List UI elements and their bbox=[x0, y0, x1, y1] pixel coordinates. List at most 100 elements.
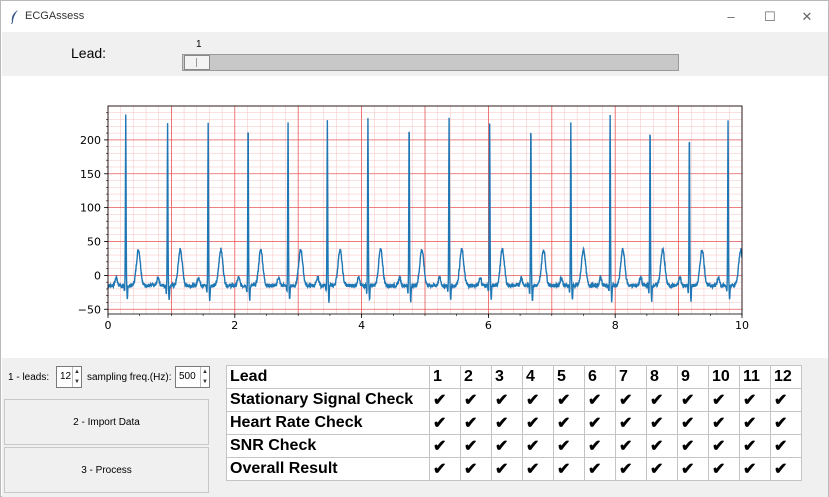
header-lead-11: 11 bbox=[739, 365, 771, 389]
leads-value: 12 bbox=[60, 371, 72, 382]
check-mark-icon: ✔ bbox=[770, 411, 802, 435]
x-tick-label: 4 bbox=[358, 319, 365, 332]
y-tick-label: 150 bbox=[80, 168, 101, 181]
check-mark-icon: ✔ bbox=[522, 457, 554, 481]
header-lead-4: 4 bbox=[522, 365, 554, 389]
table-row: Overall Result ✔ ✔ ✔ ✔ ✔ ✔ ✔ ✔ ✔ ✔ ✔ ✔ bbox=[226, 457, 802, 481]
header-lead-1: 1 bbox=[429, 365, 461, 389]
x-tick-label: 10 bbox=[735, 319, 749, 332]
x-tick-label: 6 bbox=[485, 319, 492, 332]
check-mark-icon: ✔ bbox=[646, 411, 678, 435]
y-tick-label: 0 bbox=[94, 269, 101, 282]
check-mark-icon: ✔ bbox=[460, 434, 492, 458]
header-lead-5: 5 bbox=[553, 365, 585, 389]
check-mark-icon: ✔ bbox=[708, 457, 740, 481]
title-bar: ECGAssess – ☐ ✕ bbox=[1, 1, 828, 32]
check-mark-icon: ✔ bbox=[522, 434, 554, 458]
leads-spinbox[interactable]: 12 ▲ ▼ bbox=[56, 366, 82, 388]
close-button[interactable]: ✕ bbox=[801, 8, 813, 24]
check-mark-icon: ✔ bbox=[491, 434, 523, 458]
check-mark-icon: ✔ bbox=[739, 411, 771, 435]
check-mark-icon: ✔ bbox=[770, 434, 802, 458]
feather-icon bbox=[11, 10, 18, 24]
check-mark-icon: ✔ bbox=[522, 411, 554, 435]
check-mark-icon: ✔ bbox=[553, 388, 585, 412]
check-mark-icon: ✔ bbox=[429, 411, 461, 435]
check-mark-icon: ✔ bbox=[429, 388, 461, 412]
header-lead-6: 6 bbox=[584, 365, 616, 389]
check-mark-icon: ✔ bbox=[491, 411, 523, 435]
check-mark-icon: ✔ bbox=[677, 457, 709, 481]
x-tick-label: 8 bbox=[612, 319, 619, 332]
check-mark-icon: ✔ bbox=[460, 388, 492, 412]
check-mark-icon: ✔ bbox=[429, 434, 461, 458]
check-mark-icon: ✔ bbox=[584, 434, 616, 458]
check-mark-icon: ✔ bbox=[739, 434, 771, 458]
lead-slider-trough[interactable] bbox=[182, 54, 679, 71]
check-mark-icon: ✔ bbox=[491, 457, 523, 481]
check-mark-icon: ✔ bbox=[491, 388, 523, 412]
check-mark-icon: ✔ bbox=[739, 388, 771, 412]
header-lead-12: 12 bbox=[770, 365, 802, 389]
row-label: Overall Result bbox=[226, 457, 430, 481]
row-label: Stationary Signal Check bbox=[226, 388, 430, 412]
sampling-freq-spinbox[interactable]: 500 ▲ ▼ bbox=[175, 366, 210, 388]
check-mark-icon: ✔ bbox=[677, 434, 709, 458]
leads-label: 1 - leads: bbox=[8, 372, 50, 383]
table-row: Heart Rate Check ✔ ✔ ✔ ✔ ✔ ✔ ✔ ✔ ✔ ✔ ✔ ✔ bbox=[226, 411, 802, 435]
table-row: SNR Check ✔ ✔ ✔ ✔ ✔ ✔ ✔ ✔ ✔ ✔ ✔ ✔ bbox=[226, 434, 802, 458]
check-mark-icon: ✔ bbox=[584, 411, 616, 435]
check-mark-icon: ✔ bbox=[770, 457, 802, 481]
check-mark-icon: ✔ bbox=[584, 457, 616, 481]
y-tick-label: 200 bbox=[80, 134, 101, 147]
import-data-button[interactable]: 2 - Import Data bbox=[4, 399, 209, 445]
check-mark-icon: ✔ bbox=[646, 434, 678, 458]
header-lead-7: 7 bbox=[615, 365, 647, 389]
x-tick-label: 2 bbox=[231, 319, 238, 332]
check-mark-icon: ✔ bbox=[708, 411, 740, 435]
x-tick-label: 0 bbox=[105, 319, 112, 332]
ecg-signal-line bbox=[107, 114, 743, 303]
check-mark-icon: ✔ bbox=[615, 457, 647, 481]
results-table: Lead 1 2 3 4 5 6 7 8 9 10 11 12 Stationary Signal Che… bbox=[226, 365, 802, 481]
check-mark-icon: ✔ bbox=[708, 388, 740, 412]
check-mark-icon: ✔ bbox=[615, 411, 647, 435]
y-tick-label: 100 bbox=[80, 202, 101, 215]
check-mark-icon: ✔ bbox=[677, 411, 709, 435]
header-lead-8: 8 bbox=[646, 365, 678, 389]
check-mark-icon: ✔ bbox=[615, 434, 647, 458]
ecg-chart: 0 2 4 6 8 10 −50 0 50 100 150 200 bbox=[78, 105, 749, 332]
lead-label: Lead: bbox=[71, 45, 107, 61]
results-header-row: Lead 1 2 3 4 5 6 7 8 9 10 11 12 bbox=[226, 365, 802, 389]
check-mark-icon: ✔ bbox=[615, 388, 647, 412]
check-mark-icon: ✔ bbox=[770, 388, 802, 412]
lead-slider-handle[interactable] bbox=[184, 55, 210, 70]
row-label: Heart Rate Check bbox=[226, 411, 430, 435]
check-mark-icon: ✔ bbox=[584, 388, 616, 412]
spin-arrows-icon[interactable]: ▲ ▼ bbox=[72, 367, 81, 387]
maximize-button[interactable]: ☐ bbox=[764, 8, 776, 24]
check-mark-icon: ✔ bbox=[553, 434, 585, 458]
check-mark-icon: ✔ bbox=[460, 411, 492, 435]
window-title: ECGAssess bbox=[25, 10, 85, 22]
row-label: SNR Check bbox=[226, 434, 430, 458]
minimize-button[interactable]: – bbox=[727, 9, 735, 24]
check-mark-icon: ✔ bbox=[739, 457, 771, 481]
header-lead-2: 2 bbox=[460, 365, 492, 389]
table-row: Stationary Signal Check ✔ ✔ ✔ ✔ ✔ ✔ ✔ ✔ ✔ ✔ ✔ ✔ bbox=[226, 388, 802, 412]
header-lead-3: 3 bbox=[491, 365, 523, 389]
y-tick-label: −50 bbox=[78, 303, 101, 316]
header-lead-10: 10 bbox=[708, 365, 740, 389]
spin-arrows-icon[interactable]: ▲ ▼ bbox=[200, 367, 209, 387]
process-button[interactable]: 3 - Process bbox=[4, 447, 209, 493]
check-mark-icon: ✔ bbox=[553, 411, 585, 435]
check-mark-icon: ✔ bbox=[522, 388, 554, 412]
sampling-freq-value: 500 bbox=[179, 371, 196, 382]
check-mark-icon: ✔ bbox=[646, 388, 678, 412]
sampling-freq-label: sampling freq.(Hz): bbox=[87, 372, 172, 383]
check-mark-icon: ✔ bbox=[677, 388, 709, 412]
check-mark-icon: ✔ bbox=[708, 434, 740, 458]
check-mark-icon: ✔ bbox=[646, 457, 678, 481]
check-mark-icon: ✔ bbox=[460, 457, 492, 481]
